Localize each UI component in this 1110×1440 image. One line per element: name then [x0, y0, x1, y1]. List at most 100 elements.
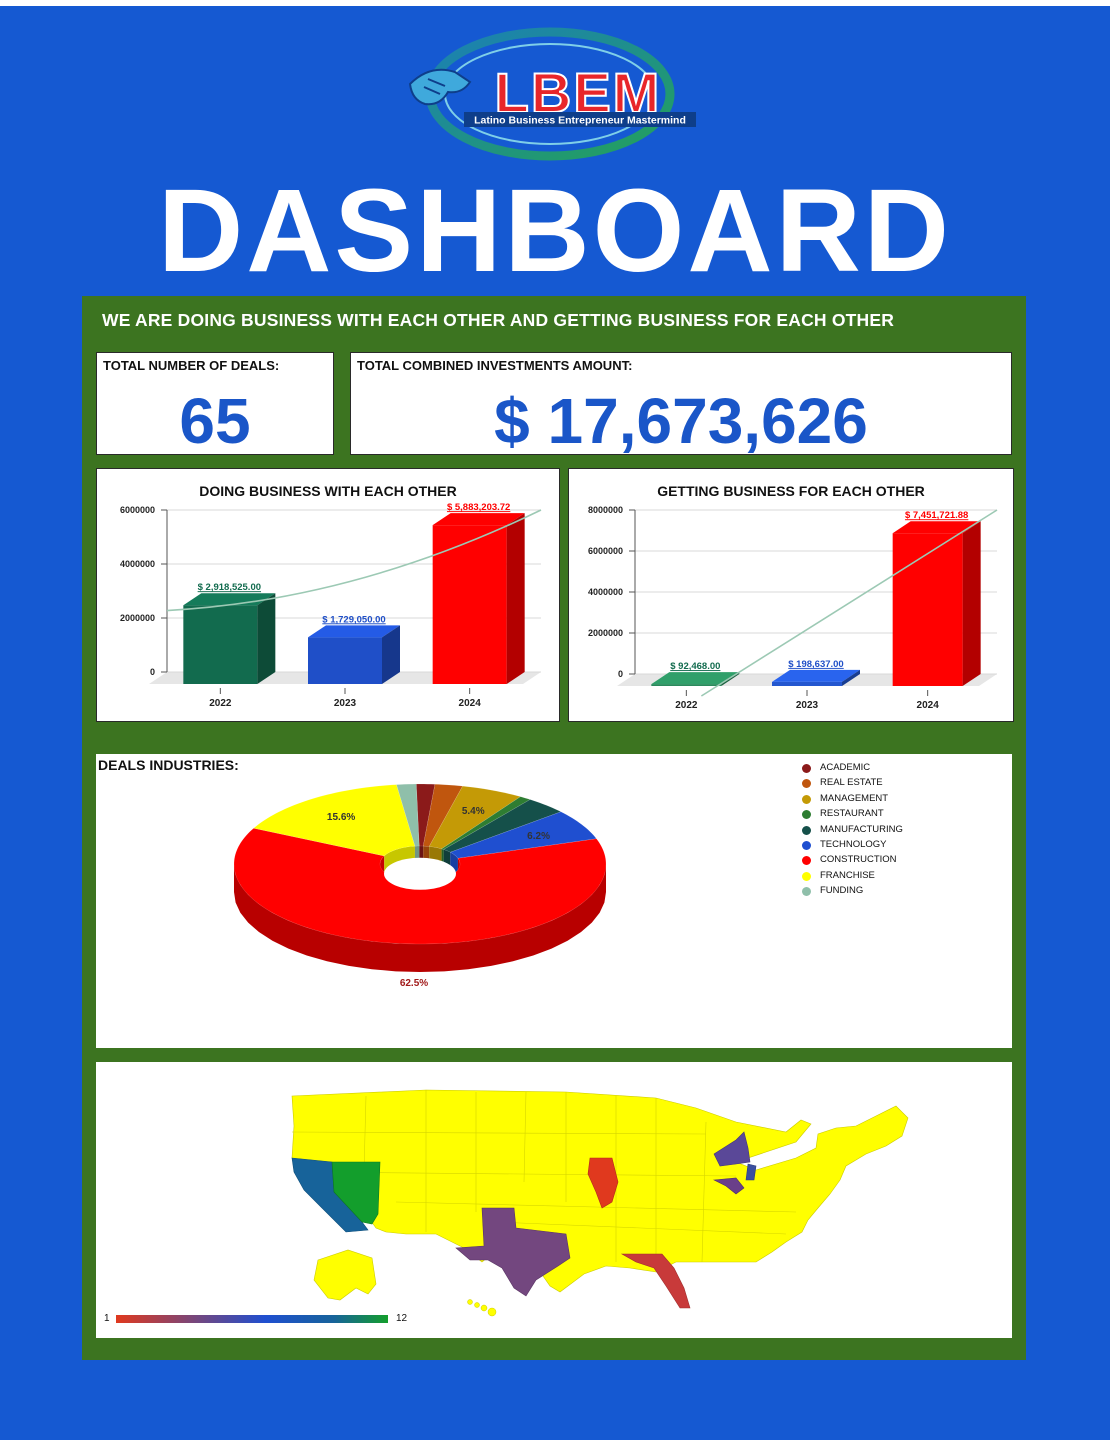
- svg-text:Latino Business Entrepreneur M: Latino Business Entrepreneur Mastermind: [474, 115, 686, 127]
- slice-label: 62.5%: [400, 978, 428, 989]
- x-tick-label: 2023: [796, 700, 819, 711]
- donut-hole: [384, 857, 456, 890]
- data-label: $ 198,637.00: [788, 659, 843, 670]
- chart-title: DOING BUSINESS WITH EACH OTHER: [199, 483, 457, 499]
- total-investments-value: $ 17,673,626: [494, 385, 868, 457]
- data-label: $ 5,883,203.72: [447, 502, 510, 513]
- legend-swatch: [802, 887, 811, 897]
- bar-front: [183, 605, 258, 684]
- data-label: $ 7,451,721.88: [905, 510, 968, 521]
- bar-side: [842, 669, 860, 686]
- total-deals-card: TOTAL NUMBER OF DEALS: 65: [96, 352, 334, 455]
- dashboard-page: LBEM Latino Business Entrepreneur Master…: [0, 6, 1110, 1440]
- lbem-logo: LBEM Latino Business Entrepreneur Master…: [408, 27, 696, 161]
- bar-side: [506, 513, 525, 684]
- total-deals-label: TOTAL NUMBER OF DEALS:: [103, 358, 280, 373]
- state-borders: [291, 1090, 797, 1263]
- us-states-map: [116, 1089, 909, 1323]
- deals-industries-card: DEALS INDUSTRIES: 5.4% 6.2% 62.5% 15.6% ACA…: [96, 754, 1012, 1048]
- legend-swatch: [802, 871, 811, 881]
- bar-2023: [308, 625, 400, 684]
- doing-business-chart-card: DOING BUSINESS WITH EACH OTHER 0 2000000 4…: [96, 468, 560, 722]
- x-tick-label: 2024: [459, 698, 482, 709]
- deals-map-card: 1 12: [96, 1062, 1012, 1338]
- maryland-state: [712, 1177, 745, 1195]
- scale-min-label: 1: [104, 1313, 110, 1324]
- bar-front: [432, 525, 507, 684]
- legend-label: REAL ESTATE: [820, 777, 883, 789]
- bar-front: [772, 681, 842, 686]
- bar-top: [892, 521, 981, 534]
- total-deals-value: 65: [179, 385, 251, 457]
- y-tick-label: 6000000: [588, 546, 623, 556]
- bar-top: [308, 625, 400, 638]
- legend-swatch: [802, 794, 811, 804]
- slice-side-construction: [234, 864, 606, 972]
- slice-technology: [449, 811, 597, 859]
- bar-side: [962, 521, 981, 686]
- bar-2024: [892, 521, 981, 686]
- x-tick-label: 2022: [209, 698, 232, 709]
- bar-front: [308, 637, 382, 684]
- industries-legend: ACADEMIC REAL ESTATE MANAGEMENT RESTAURANT M…: [802, 762, 1002, 907]
- y-tick-label: 4000000: [120, 559, 155, 569]
- doing-business-chart: 0 2000000 4000000 6000000 $ 2,918,525.00 2022…: [120, 502, 542, 709]
- bar-2022: [183, 593, 276, 684]
- total-investments-label: TOTAL COMBINED INVESTMENTS AMOUNT:: [357, 358, 633, 373]
- legend-swatch: [802, 856, 811, 866]
- trendline: [166, 509, 542, 612]
- legend-swatch: [802, 764, 811, 773]
- legend-label: FUNDING: [820, 885, 864, 897]
- dashboard-panel: WE ARE DOING BUSINESS WITH EACH OTHER AN…: [82, 296, 1026, 1360]
- legend-label: CONSTRUCTION: [820, 854, 897, 866]
- bar-top: [651, 672, 740, 685]
- y-tick-label: 8000000: [588, 505, 623, 515]
- bar-top: [432, 513, 525, 526]
- legend-swatch: [802, 841, 811, 850]
- y-tick-label: 2000000: [588, 628, 623, 638]
- bar-front: [892, 533, 963, 686]
- new-jersey-state: [745, 1163, 757, 1181]
- y-tick-label: 0: [150, 667, 155, 677]
- texas-state: [455, 1207, 571, 1297]
- getting-business-chart: 0 2000000 4000000 6000000 8000000 $ 92,468.00…: [588, 505, 998, 711]
- legend-swatch: [802, 825, 811, 835]
- legend-label: FRANCHISE: [820, 869, 875, 881]
- bar-side: [382, 625, 400, 684]
- legend-label: RESTAURANT: [820, 808, 884, 820]
- illinois-state: [587, 1157, 619, 1209]
- handshake-icon: [408, 68, 472, 106]
- data-label: $ 1,729,050.00: [322, 614, 385, 625]
- y-tick-label: 6000000: [120, 505, 155, 515]
- data-label: $ 2,918,525.00: [198, 582, 261, 593]
- alaska-state: [313, 1249, 377, 1301]
- bar-2023: [772, 669, 860, 686]
- x-tick-label: 2022: [675, 700, 698, 711]
- getting-business-chart-card: GETTING BUSINESS FOR EACH OTHER 0 2000000…: [568, 468, 1014, 722]
- slice-management: [428, 785, 522, 850]
- legend-label: ACADEMIC: [820, 762, 871, 773]
- florida-state: [620, 1253, 691, 1309]
- chart-title: GETTING BUSINESS FOR EACH OTHER: [657, 483, 925, 499]
- legend-label: MANUFACTURING: [820, 823, 903, 835]
- slice-manufacturing: [443, 799, 562, 853]
- industries-donut-chart: 5.4% 6.2% 62.5% 15.6%: [233, 783, 607, 989]
- hawaii-state: [467, 1299, 497, 1317]
- slice-real-estate: [422, 784, 464, 847]
- nevada-state: [331, 1161, 381, 1225]
- scale-max-label: 12: [396, 1313, 408, 1324]
- x-tick-label: 2023: [334, 698, 357, 709]
- y-tick-label: 2000000: [120, 613, 155, 623]
- tagline: WE ARE DOING BUSINESS WITH EACH OTHER AN…: [102, 310, 895, 330]
- slice-label: 5.4%: [462, 806, 485, 817]
- industries-title: DEALS INDUSTRIES:: [98, 757, 239, 773]
- new-york-state: [713, 1131, 751, 1167]
- page-title: DASHBOARD: [158, 165, 952, 297]
- slice-restaurant: [441, 796, 531, 850]
- color-scale-bar: [116, 1315, 388, 1323]
- legend-swatch: [802, 779, 811, 789]
- bar-side: [257, 593, 276, 684]
- y-tick-label: 0: [618, 669, 623, 679]
- bar-front: [651, 684, 722, 686]
- y-tick-label: 4000000: [588, 587, 623, 597]
